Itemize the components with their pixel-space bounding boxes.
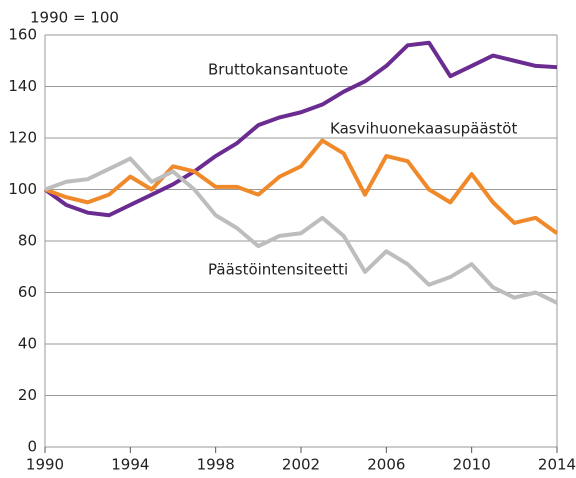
x-tick-label: 2010 xyxy=(453,456,491,474)
x-tick-label: 1998 xyxy=(197,456,235,474)
y-tick-label: 60 xyxy=(18,283,37,301)
y-tick-label: 20 xyxy=(18,386,37,404)
y-tick-label: 40 xyxy=(18,335,37,353)
x-tick-label: 2002 xyxy=(282,456,320,474)
x-tick-label: 2006 xyxy=(367,456,405,474)
y-tick-label: 120 xyxy=(8,129,37,147)
x-tick-label: 1990 xyxy=(26,456,64,474)
y-tick-label: 160 xyxy=(8,26,37,44)
series-line xyxy=(44,156,558,305)
y-tick-label: 140 xyxy=(8,77,37,95)
series-line xyxy=(44,138,559,235)
series-label: Päästöintensiteetti xyxy=(208,261,348,279)
series-line xyxy=(43,40,558,218)
x-tick-label: 2014 xyxy=(538,456,576,474)
y-tick-label: 80 xyxy=(18,232,37,250)
series-label: Bruttokansantuote xyxy=(208,61,348,79)
y-tick-label: 0 xyxy=(27,438,37,456)
x-tick-label: 1994 xyxy=(111,456,149,474)
series-label: Kasvihuonekaasupäästöt xyxy=(330,120,517,138)
y-axis-label: 1990 = 100 xyxy=(30,9,119,27)
y-tick-label: 100 xyxy=(8,180,37,198)
